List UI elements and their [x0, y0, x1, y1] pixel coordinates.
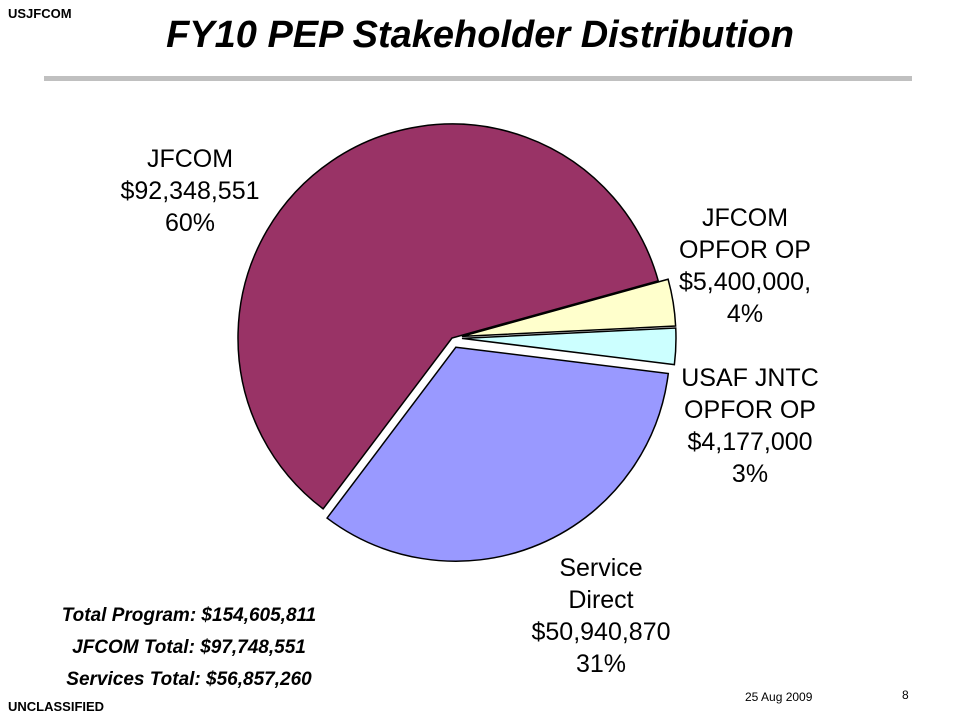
- label-line: USAF JNTC: [681, 364, 819, 392]
- label-line: $4,177,000: [687, 428, 813, 456]
- label-line: OPFOR OP: [684, 396, 816, 424]
- page-title: FY10 PEP Stakeholder Distribution: [166, 14, 794, 56]
- slice-label-jfcom-opfor-op: JFCOM OPFOR OP $5,400,000, 4%: [665, 202, 825, 330]
- jfcom-total: JFCOM Total: $97,748,551: [72, 637, 306, 658]
- label-line: 3%: [731, 460, 769, 488]
- title-divider: [44, 76, 912, 81]
- pie-slice-jfcom-opfor-op: [461, 278, 677, 338]
- label-line: OPFOR OP: [679, 236, 811, 264]
- label-line: JFCOM: [146, 145, 234, 173]
- pie-slice-service-direct: [326, 346, 670, 562]
- date-label: 25 Aug 2009: [745, 690, 813, 704]
- page-number: 8: [902, 688, 909, 702]
- label-line: Direct: [568, 586, 634, 614]
- pie-slice-usaf-jntc-opfor-op: [461, 327, 677, 366]
- label-line: JFCOM: [701, 204, 789, 232]
- slice-label-jfcom: JFCOM $92,348,551 60%: [110, 143, 270, 239]
- label-line: $92,348,551: [120, 177, 260, 205]
- label-line: 60%: [164, 209, 216, 237]
- label-line: 4%: [726, 300, 764, 328]
- label-line: $50,940,870: [531, 618, 671, 646]
- pie-slice-jfcom: [237, 123, 660, 510]
- classification-label: UNCLASSIFIED: [8, 699, 105, 714]
- slice-label-service-direct: Service Direct $50,940,870 31%: [516, 552, 686, 680]
- label-line: Service: [559, 554, 643, 582]
- program-totals: Total Program: $154,605,811 JFCOM Total:…: [14, 600, 364, 696]
- total-program: Total Program: $154,605,811: [61, 605, 317, 626]
- slice-label-usaf-jntc-opfor-op: USAF JNTC OPFOR OP $4,177,000 3%: [670, 362, 830, 490]
- org-label: USJFCOM: [8, 6, 72, 21]
- label-line: 31%: [575, 650, 627, 678]
- services-total: Services Total: $56,857,260: [66, 669, 312, 690]
- label-line: $5,400,000,: [678, 268, 812, 296]
